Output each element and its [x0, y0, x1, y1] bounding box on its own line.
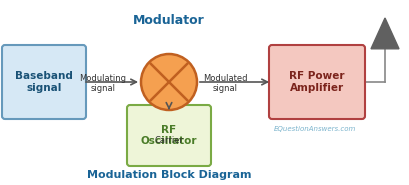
FancyBboxPatch shape	[127, 105, 211, 166]
FancyBboxPatch shape	[2, 45, 86, 119]
Text: EQuestionAnswers.com: EQuestionAnswers.com	[274, 126, 356, 132]
Circle shape	[141, 54, 197, 110]
Polygon shape	[371, 18, 399, 49]
Text: Carrier: Carrier	[155, 136, 184, 145]
Text: Baseband
signal: Baseband signal	[15, 71, 73, 93]
Text: Modulator: Modulator	[133, 14, 205, 27]
Text: Modulation Block Diagram: Modulation Block Diagram	[87, 170, 251, 180]
Text: Modulated
signal: Modulated signal	[203, 74, 247, 93]
Text: RF Power
Amplifier: RF Power Amplifier	[289, 71, 345, 93]
Text: Modulating
signal: Modulating signal	[79, 74, 126, 93]
FancyBboxPatch shape	[269, 45, 365, 119]
Text: RF
Oscillator: RF Oscillator	[141, 125, 197, 146]
